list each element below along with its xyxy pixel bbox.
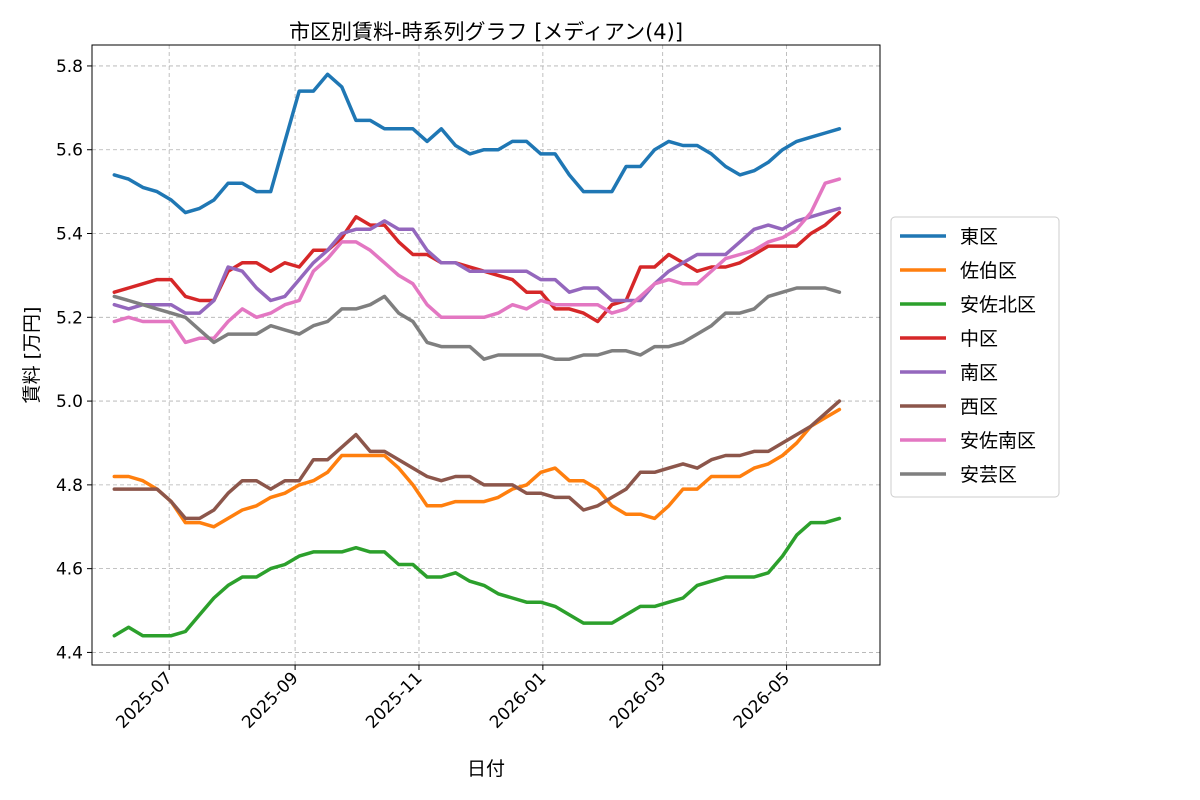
series-line-7 bbox=[112, 177, 842, 345]
y-axis-label: 賃料 [万円] bbox=[21, 307, 43, 404]
x-tick-label: 2025-09 bbox=[238, 668, 302, 732]
x-tick-label: 2025-11 bbox=[362, 668, 426, 732]
grid-layer bbox=[92, 45, 880, 665]
y-tick-label: 5.6 bbox=[56, 141, 83, 161]
y-tick-label: 5.0 bbox=[56, 392, 83, 412]
series-layer bbox=[112, 72, 842, 638]
x-tick-label: 2025-07 bbox=[112, 668, 176, 732]
x-tick-label: 2026-05 bbox=[730, 668, 794, 732]
y-tick-label: 5.4 bbox=[56, 225, 83, 245]
y-tick-label: 4.8 bbox=[56, 476, 83, 496]
legend-label: 中区 bbox=[960, 328, 998, 350]
x-tick-label: 2026-01 bbox=[486, 668, 550, 732]
y-tick-label: 5.8 bbox=[56, 57, 83, 77]
series-line-8 bbox=[112, 286, 842, 361]
legend-label: 安芸区 bbox=[960, 464, 1017, 486]
axis-layer: 4.4 4.6 4.8 5.0 5.2 5.4 5.6 5.8 2025-07 2025-09 20… bbox=[56, 57, 794, 733]
y-tick-label: 5.2 bbox=[56, 308, 83, 328]
series-line-1 bbox=[112, 72, 842, 215]
y-tick-label: 4.6 bbox=[56, 560, 83, 580]
series-line-3 bbox=[112, 516, 842, 638]
legend-box bbox=[890, 216, 1060, 498]
y-tick-label: 4.4 bbox=[56, 643, 83, 663]
x-axis-label: 日付 bbox=[467, 758, 505, 780]
chart-title: 市区別賃料-時系列グラフ [メディアン(4)] bbox=[289, 20, 683, 44]
legend-label: 佐伯区 bbox=[960, 260, 1017, 282]
legend-label: 西区 bbox=[960, 396, 998, 418]
legend-label: 安佐北区 bbox=[960, 294, 1036, 316]
x-tick-label: 2026-03 bbox=[606, 668, 670, 732]
series-line-5 bbox=[112, 206, 842, 315]
legend-label: 安佐南区 bbox=[960, 430, 1036, 452]
series-line-6 bbox=[112, 399, 842, 521]
plot-frame bbox=[91, 44, 881, 666]
legend-label: 東区 bbox=[960, 226, 998, 248]
series-line-4 bbox=[112, 210, 842, 324]
legend-label: 南区 bbox=[960, 362, 998, 384]
series-line-2 bbox=[112, 407, 842, 529]
